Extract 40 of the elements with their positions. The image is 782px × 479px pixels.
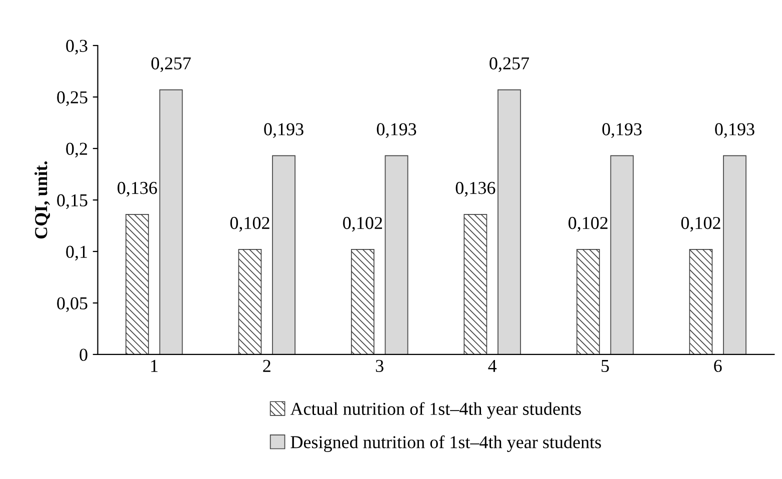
bar — [159, 89, 183, 354]
data-label: 0,136 — [456, 182, 496, 197]
x-tick-label: 1 — [151, 360, 158, 372]
data-label: 0,136 — [118, 182, 157, 197]
y-axis-title: CQI, unit. — [34, 161, 50, 238]
data-label: 0,257 — [490, 57, 530, 72]
bar — [689, 248, 713, 354]
data-label: 0,193 — [376, 123, 416, 138]
bar — [126, 214, 149, 354]
x-tick-label: 2 — [263, 360, 270, 372]
data-label: 0,102 — [568, 216, 608, 232]
x-tick-label: 4 — [488, 360, 497, 372]
data-label: 0,257 — [151, 57, 191, 72]
x-tick-label: 3 — [376, 360, 384, 372]
y-tick-label: 0 — [80, 348, 88, 361]
data-label: 0,193 — [602, 123, 642, 138]
legend-label: Designed nutrition of 1st–4th year students — [290, 435, 601, 452]
bar — [272, 155, 296, 354]
bar — [384, 155, 408, 354]
bar — [464, 214, 488, 354]
bar — [723, 155, 746, 354]
x-tick-label: 6 — [714, 360, 722, 372]
legend-label: Actual nutrition of 1st–4th year students — [290, 402, 581, 419]
y-tick-label: 0,1 — [66, 246, 87, 261]
bar — [498, 89, 521, 354]
y-tick-label: 0,2 — [66, 142, 88, 158]
data-label: 0,193 — [264, 123, 304, 138]
data-label: 0,102 — [681, 216, 720, 232]
y-tick-label: 0,3 — [66, 40, 88, 55]
data-label: 0,102 — [343, 216, 382, 232]
bar — [610, 155, 634, 354]
y-tick-label: 0,25 — [57, 91, 88, 106]
bar — [238, 248, 262, 354]
y-tick-label: 0,15 — [57, 194, 88, 210]
bar — [576, 248, 600, 354]
data-label: 0,102 — [230, 216, 270, 232]
bar — [350, 248, 374, 354]
data-label: 0,193 — [715, 123, 754, 138]
y-tick-label: 0,05 — [57, 297, 88, 312]
x-tick-label: 5 — [602, 360, 609, 372]
